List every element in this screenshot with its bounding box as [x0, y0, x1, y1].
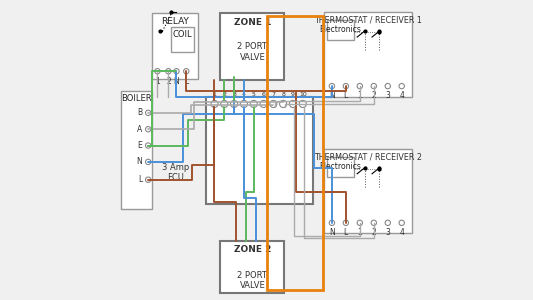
Circle shape [270, 100, 277, 107]
Text: L: L [184, 76, 188, 85]
FancyBboxPatch shape [206, 97, 312, 203]
Text: 4: 4 [242, 92, 246, 98]
FancyBboxPatch shape [325, 12, 412, 97]
Text: 8: 8 [281, 92, 285, 98]
Text: 7: 7 [271, 92, 276, 98]
FancyBboxPatch shape [152, 13, 198, 79]
Bar [266, 16, 323, 290]
Text: 2: 2 [372, 228, 376, 237]
Text: ZONE 2: ZONE 2 [233, 245, 271, 254]
Circle shape [289, 100, 296, 107]
FancyBboxPatch shape [172, 27, 193, 52]
Text: E: E [138, 141, 142, 150]
Text: BOILER: BOILER [121, 94, 152, 103]
Text: 2 PORT
VALVE: 2 PORT VALVE [237, 42, 268, 62]
Circle shape [250, 100, 257, 107]
Circle shape [146, 143, 151, 148]
Circle shape [385, 83, 391, 89]
Circle shape [174, 69, 179, 74]
Circle shape [183, 69, 189, 74]
Circle shape [385, 220, 391, 226]
Text: Electronics: Electronics [319, 162, 361, 171]
Circle shape [371, 83, 376, 89]
Text: 1: 1 [213, 92, 216, 98]
Text: 9: 9 [291, 92, 295, 98]
Text: THERMOSTAT / RECEIVER 1: THERMOSTAT / RECEIVER 1 [314, 15, 422, 24]
Text: N: N [174, 76, 179, 85]
Text: 2 PORT
VALVE: 2 PORT VALVE [237, 271, 268, 290]
FancyBboxPatch shape [327, 157, 353, 177]
Text: 4: 4 [399, 228, 404, 237]
Text: 2: 2 [166, 76, 171, 85]
Circle shape [260, 100, 267, 107]
Text: 3: 3 [385, 228, 390, 237]
Text: 4: 4 [399, 92, 404, 100]
Circle shape [399, 220, 405, 226]
Text: N: N [136, 158, 142, 166]
Circle shape [155, 69, 160, 74]
Circle shape [211, 100, 218, 107]
Text: 2: 2 [372, 92, 376, 100]
Text: THERMOSTAT / RECEIVER 2: THERMOSTAT / RECEIVER 2 [314, 152, 422, 161]
Circle shape [221, 100, 228, 107]
Circle shape [146, 110, 151, 116]
Text: Electronics: Electronics [319, 26, 361, 34]
Text: RELAY: RELAY [161, 17, 189, 26]
Circle shape [329, 220, 335, 226]
FancyBboxPatch shape [327, 20, 353, 40]
Text: A: A [137, 125, 142, 134]
Text: ZONE 1: ZONE 1 [233, 18, 271, 27]
Text: N: N [329, 228, 335, 237]
Text: 3: 3 [232, 92, 236, 98]
Circle shape [357, 220, 362, 226]
Circle shape [280, 100, 287, 107]
Text: L: L [344, 92, 348, 100]
FancyBboxPatch shape [121, 91, 152, 209]
Text: 1: 1 [358, 92, 362, 100]
Circle shape [371, 220, 376, 226]
Circle shape [146, 177, 151, 182]
Circle shape [399, 83, 405, 89]
Circle shape [299, 100, 306, 107]
Text: COIL: COIL [173, 30, 192, 39]
Circle shape [240, 100, 247, 107]
Text: L: L [138, 175, 142, 184]
Circle shape [146, 127, 151, 132]
Circle shape [231, 100, 238, 107]
Text: 2: 2 [222, 92, 227, 98]
Text: N: N [329, 92, 335, 100]
Text: L: L [344, 228, 348, 237]
Circle shape [343, 83, 349, 89]
Text: 1: 1 [358, 228, 362, 237]
Circle shape [166, 69, 171, 74]
Text: B: B [137, 108, 142, 117]
Circle shape [343, 220, 349, 226]
Text: 3: 3 [385, 92, 390, 100]
Text: 3 Amp
FCU: 3 Amp FCU [162, 163, 189, 182]
Text: 5: 5 [252, 92, 256, 98]
Text: 6: 6 [262, 92, 265, 98]
Text: 10: 10 [299, 92, 306, 98]
Text: 1: 1 [155, 76, 160, 85]
FancyBboxPatch shape [221, 13, 284, 80]
FancyBboxPatch shape [325, 148, 412, 233]
Circle shape [146, 159, 151, 165]
Circle shape [329, 83, 335, 89]
FancyBboxPatch shape [221, 241, 284, 293]
Circle shape [357, 83, 362, 89]
